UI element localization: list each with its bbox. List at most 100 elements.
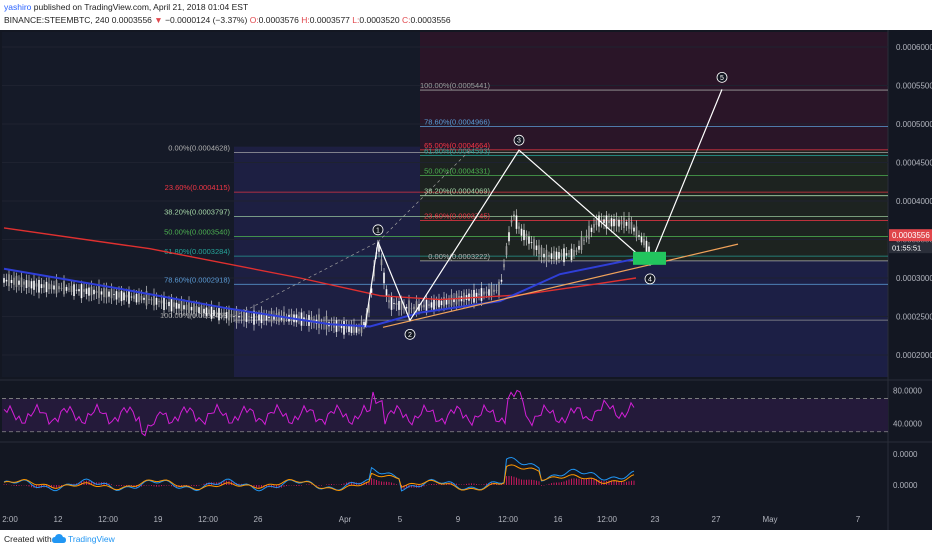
candle-body	[195, 306, 198, 313]
candle-body	[180, 300, 183, 311]
candle-body	[448, 298, 450, 304]
candle-body	[55, 280, 58, 294]
high-value: 0.0003577	[309, 15, 350, 25]
fib-mid-label: 0.00%(0.0003222)	[428, 252, 490, 261]
y-tick-label: 0.0002000	[896, 351, 932, 360]
candle-body	[523, 229, 525, 241]
candle-body	[48, 283, 50, 290]
fib-left-label: 78.60%(0.0002918)	[164, 275, 230, 284]
publisher-user[interactable]: yashiro	[4, 2, 32, 12]
candle-body	[453, 298, 455, 303]
fib-left-label: 0.00%(0.0004628)	[168, 144, 230, 153]
candle-body	[513, 214, 515, 216]
candle-body	[113, 294, 115, 296]
candle-body	[148, 298, 150, 300]
candle-body	[583, 239, 585, 241]
candle-body	[208, 309, 210, 314]
candle-body	[280, 315, 283, 320]
candle-body	[178, 303, 180, 309]
candle-body	[633, 227, 635, 232]
high-label: H:	[301, 15, 310, 25]
candle-body	[568, 253, 570, 255]
candle-body	[398, 301, 400, 310]
candle-body	[435, 301, 438, 306]
fib-left-label: 100.00%(0.0002453)	[160, 311, 231, 320]
candle-body	[118, 292, 120, 298]
candle-body	[605, 215, 608, 229]
chart-area[interactable]: 0.0006000 0.0005500 0.0005000 0.0004500 0.00…	[0, 30, 932, 530]
candle-body	[525, 233, 528, 240]
candle-body	[58, 286, 60, 290]
x-tick-label: May	[762, 515, 777, 524]
candle-body	[188, 301, 190, 314]
candle-body	[273, 315, 275, 320]
wave-label-circle	[644, 273, 656, 285]
tradingview-brand[interactable]: TradingView	[68, 534, 115, 544]
candle-body	[508, 232, 510, 242]
candle-body	[218, 308, 220, 321]
candle-body	[228, 308, 230, 321]
low-label: L:	[352, 15, 360, 25]
x-tick-label: 19	[154, 515, 163, 524]
candle-body	[585, 235, 588, 238]
fib-left-label: 23.60%(0.0004115)	[165, 183, 231, 192]
candle-body	[98, 285, 100, 298]
candle-body	[560, 253, 563, 256]
candle-body	[538, 245, 540, 255]
candle-body	[258, 314, 260, 321]
candle-body	[530, 242, 533, 243]
candle-body	[620, 221, 623, 225]
candle-body	[483, 291, 485, 295]
candle-body	[570, 248, 573, 260]
x-tick-label: 5	[398, 515, 403, 524]
candle-body	[250, 316, 253, 318]
candle-body	[390, 296, 393, 310]
candle-body	[385, 289, 388, 296]
candle-body	[395, 302, 398, 305]
x-tick-label: 2:00	[2, 515, 18, 524]
macd-signal-line	[3, 464, 635, 491]
candle-body	[363, 321, 365, 326]
candle-body	[128, 290, 130, 304]
candle-body	[643, 239, 645, 246]
candle-body	[165, 302, 168, 304]
candle-body	[355, 327, 358, 333]
candle-body	[123, 292, 125, 301]
candle-body	[470, 293, 473, 299]
candle-body	[303, 317, 305, 321]
fib-mid-label: 23.60%(0.0003745)	[424, 212, 490, 221]
x-tick-label: 12:00	[498, 515, 519, 524]
candle-body	[515, 215, 518, 229]
candle-body	[603, 219, 605, 224]
candle-body	[565, 253, 568, 256]
candle-body	[245, 312, 248, 322]
candle-body	[338, 325, 340, 327]
candle-body	[618, 219, 620, 227]
candle-body	[270, 311, 273, 323]
candle-body	[103, 288, 105, 298]
target-zone-box	[633, 251, 666, 265]
candle-body	[80, 284, 83, 299]
candle-body	[500, 279, 503, 282]
candle-body	[485, 291, 488, 294]
candle-body	[53, 285, 55, 290]
candle-body	[640, 236, 643, 243]
candle-body	[495, 290, 498, 291]
candle-body	[168, 301, 170, 307]
macd-line	[3, 456, 635, 492]
fib-mid-label: 65.00%(0.0004664)	[424, 141, 490, 150]
candle-body	[488, 289, 490, 296]
fib-right-label: 78.60%(0.0004966)	[424, 118, 490, 127]
candle-body	[13, 277, 15, 285]
fib-left-label: 38.20%(0.0003797)	[164, 208, 230, 217]
candle-body	[88, 287, 90, 296]
wave-label-circle	[513, 134, 525, 146]
x-tick-label: 12:00	[198, 515, 219, 524]
candle-body	[175, 302, 178, 309]
candle-body	[78, 289, 80, 292]
candle-body	[645, 240, 648, 252]
candle-body	[428, 304, 430, 306]
candle-body	[450, 294, 453, 306]
candle-body	[225, 312, 228, 319]
candle-body	[440, 300, 443, 306]
